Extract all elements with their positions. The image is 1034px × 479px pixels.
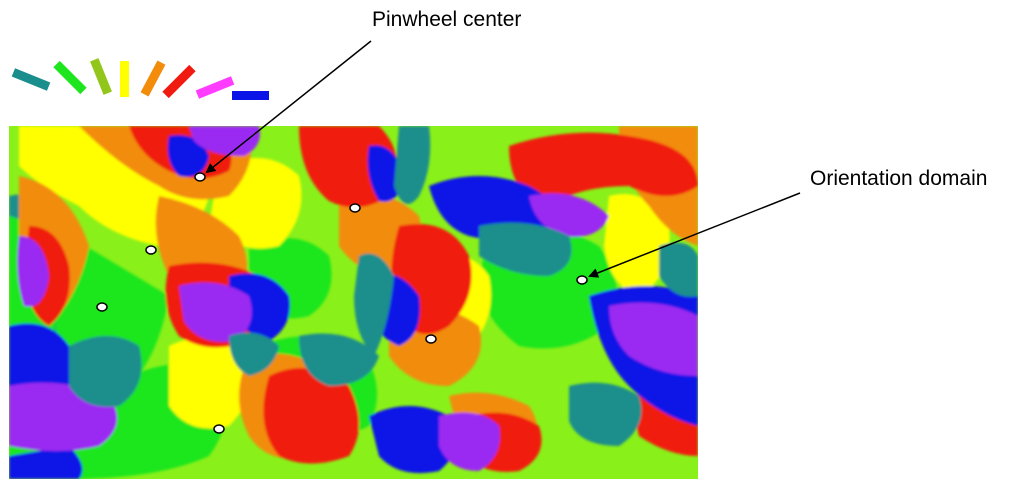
key-bar-red [162,64,196,99]
domain-marker [576,275,588,285]
pinwheel-center-label: Pinwheel center [372,8,522,31]
key-bar-teal [11,68,51,91]
orientation-map [9,126,698,479]
pinwheel-marker [145,245,157,255]
key-bar-olive [90,58,112,95]
key-bar-blue [232,91,269,100]
pinwheel-marker [349,203,361,213]
key-bar-yellow [120,61,129,97]
pinwheel-marker [213,424,225,434]
key-bar-green [53,60,87,95]
key-bar-orange [140,60,166,97]
pinwheel-marker [425,334,437,344]
key-bar-magenta [195,76,235,99]
orientation-domain-label: Orientation domain [810,167,988,190]
pinwheel-marker [96,302,108,312]
domain-arrow [588,192,801,278]
orientation-color-key [11,58,269,100]
pinwheel-marker [194,172,206,182]
pinwheel-arrow [205,40,372,174]
pinwheel-markers [96,172,588,434]
